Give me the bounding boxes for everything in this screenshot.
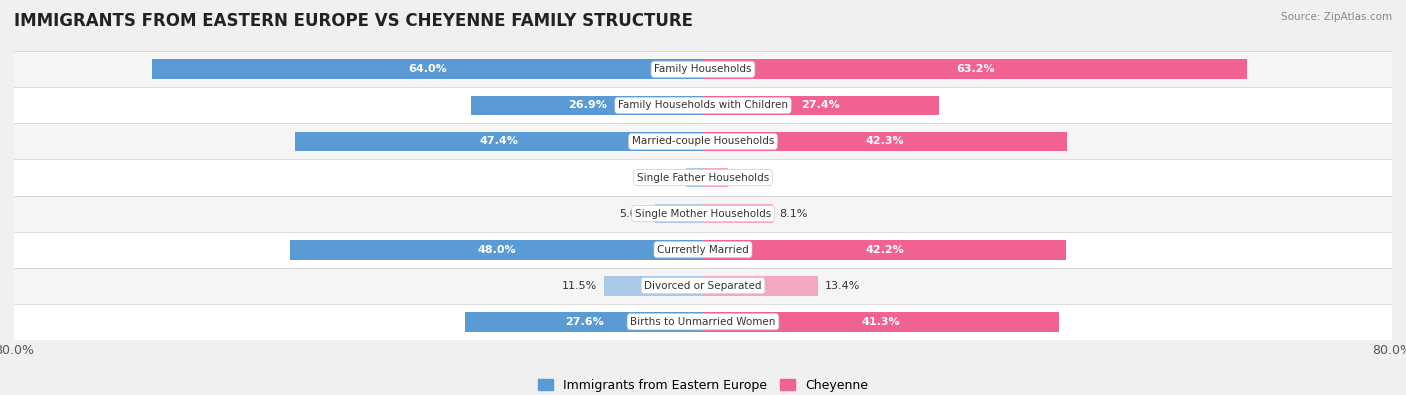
Bar xyxy=(14,51,1392,87)
Bar xyxy=(14,160,1392,196)
Text: Source: ZipAtlas.com: Source: ZipAtlas.com xyxy=(1281,12,1392,22)
Text: 8.1%: 8.1% xyxy=(780,209,808,218)
Text: 42.3%: 42.3% xyxy=(866,136,904,147)
Text: 27.4%: 27.4% xyxy=(801,100,841,111)
Bar xyxy=(14,304,1392,340)
Text: Family Households: Family Households xyxy=(654,64,752,74)
Text: Single Mother Households: Single Mother Households xyxy=(636,209,770,218)
Text: 26.9%: 26.9% xyxy=(568,100,606,111)
Bar xyxy=(152,60,703,79)
Text: 41.3%: 41.3% xyxy=(862,317,900,327)
Text: Births to Unmarried Women: Births to Unmarried Women xyxy=(630,317,776,327)
Text: 47.4%: 47.4% xyxy=(479,136,519,147)
Bar xyxy=(14,231,1392,268)
Text: 27.6%: 27.6% xyxy=(565,317,603,327)
Bar xyxy=(703,167,728,187)
Text: IMMIGRANTS FROM EASTERN EUROPE VS CHEYENNE FAMILY STRUCTURE: IMMIGRANTS FROM EASTERN EUROPE VS CHEYEN… xyxy=(14,12,693,30)
Text: Single Father Households: Single Father Households xyxy=(637,173,769,182)
Bar xyxy=(14,124,1392,160)
Text: 2.9%: 2.9% xyxy=(735,173,763,182)
Bar xyxy=(703,204,773,224)
Bar xyxy=(14,268,1392,304)
Bar xyxy=(471,96,703,115)
Bar xyxy=(703,276,818,295)
Bar xyxy=(703,96,939,115)
Bar xyxy=(686,167,703,187)
Text: 63.2%: 63.2% xyxy=(956,64,994,74)
Text: 2.0%: 2.0% xyxy=(651,173,679,182)
Bar xyxy=(605,276,703,295)
Text: 48.0%: 48.0% xyxy=(477,245,516,255)
Text: Married-couple Households: Married-couple Households xyxy=(631,136,775,147)
Bar xyxy=(703,240,1066,260)
Text: 5.6%: 5.6% xyxy=(620,209,648,218)
Bar xyxy=(703,132,1067,151)
Text: Currently Married: Currently Married xyxy=(657,245,749,255)
Text: 13.4%: 13.4% xyxy=(825,280,860,291)
Text: Divorced or Separated: Divorced or Separated xyxy=(644,280,762,291)
Bar xyxy=(703,60,1247,79)
Bar xyxy=(703,312,1059,331)
Text: Family Households with Children: Family Households with Children xyxy=(619,100,787,111)
Text: 64.0%: 64.0% xyxy=(408,64,447,74)
Text: 42.2%: 42.2% xyxy=(865,245,904,255)
Legend: Immigrants from Eastern Europe, Cheyenne: Immigrants from Eastern Europe, Cheyenne xyxy=(533,374,873,395)
Text: 11.5%: 11.5% xyxy=(562,280,598,291)
Bar xyxy=(655,204,703,224)
Bar xyxy=(14,196,1392,231)
Bar xyxy=(295,132,703,151)
Bar xyxy=(290,240,703,260)
Bar xyxy=(14,87,1392,124)
Bar xyxy=(465,312,703,331)
